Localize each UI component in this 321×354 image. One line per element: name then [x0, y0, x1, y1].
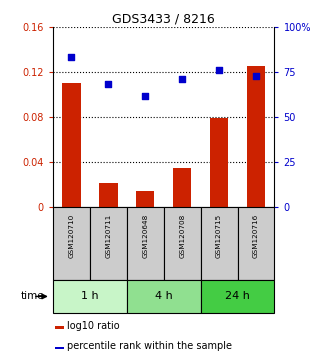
Text: 1 h: 1 h — [81, 291, 99, 302]
Point — [253, 74, 258, 79]
Bar — [62, 83, 81, 207]
Point — [143, 93, 148, 99]
Text: 24 h: 24 h — [225, 291, 250, 302]
Text: 4 h: 4 h — [155, 291, 173, 302]
Bar — [55, 347, 64, 349]
Bar — [136, 190, 154, 207]
Bar — [127, 207, 164, 280]
Title: GDS3433 / 8216: GDS3433 / 8216 — [112, 12, 215, 25]
Point — [69, 55, 74, 60]
Bar — [238, 207, 274, 280]
Text: GSM120715: GSM120715 — [216, 213, 222, 257]
Text: GSM120716: GSM120716 — [253, 213, 259, 257]
Bar — [90, 207, 127, 280]
Bar — [201, 280, 274, 313]
Bar — [210, 118, 228, 207]
Bar — [201, 207, 238, 280]
Bar — [173, 168, 191, 207]
Bar — [127, 280, 201, 313]
Point — [216, 67, 221, 73]
Bar — [99, 183, 117, 207]
Text: log10 ratio: log10 ratio — [67, 321, 120, 331]
Point — [106, 82, 111, 87]
Text: GSM120648: GSM120648 — [142, 213, 148, 257]
Bar — [164, 207, 201, 280]
Text: GSM120708: GSM120708 — [179, 213, 185, 257]
Bar — [55, 326, 64, 329]
Text: GSM120710: GSM120710 — [68, 213, 74, 257]
Text: GSM120711: GSM120711 — [105, 213, 111, 257]
Text: time: time — [21, 291, 45, 302]
Bar — [53, 207, 90, 280]
Bar — [53, 280, 127, 313]
Text: percentile rank within the sample: percentile rank within the sample — [67, 341, 232, 352]
Point — [179, 76, 185, 82]
Bar — [247, 66, 265, 207]
